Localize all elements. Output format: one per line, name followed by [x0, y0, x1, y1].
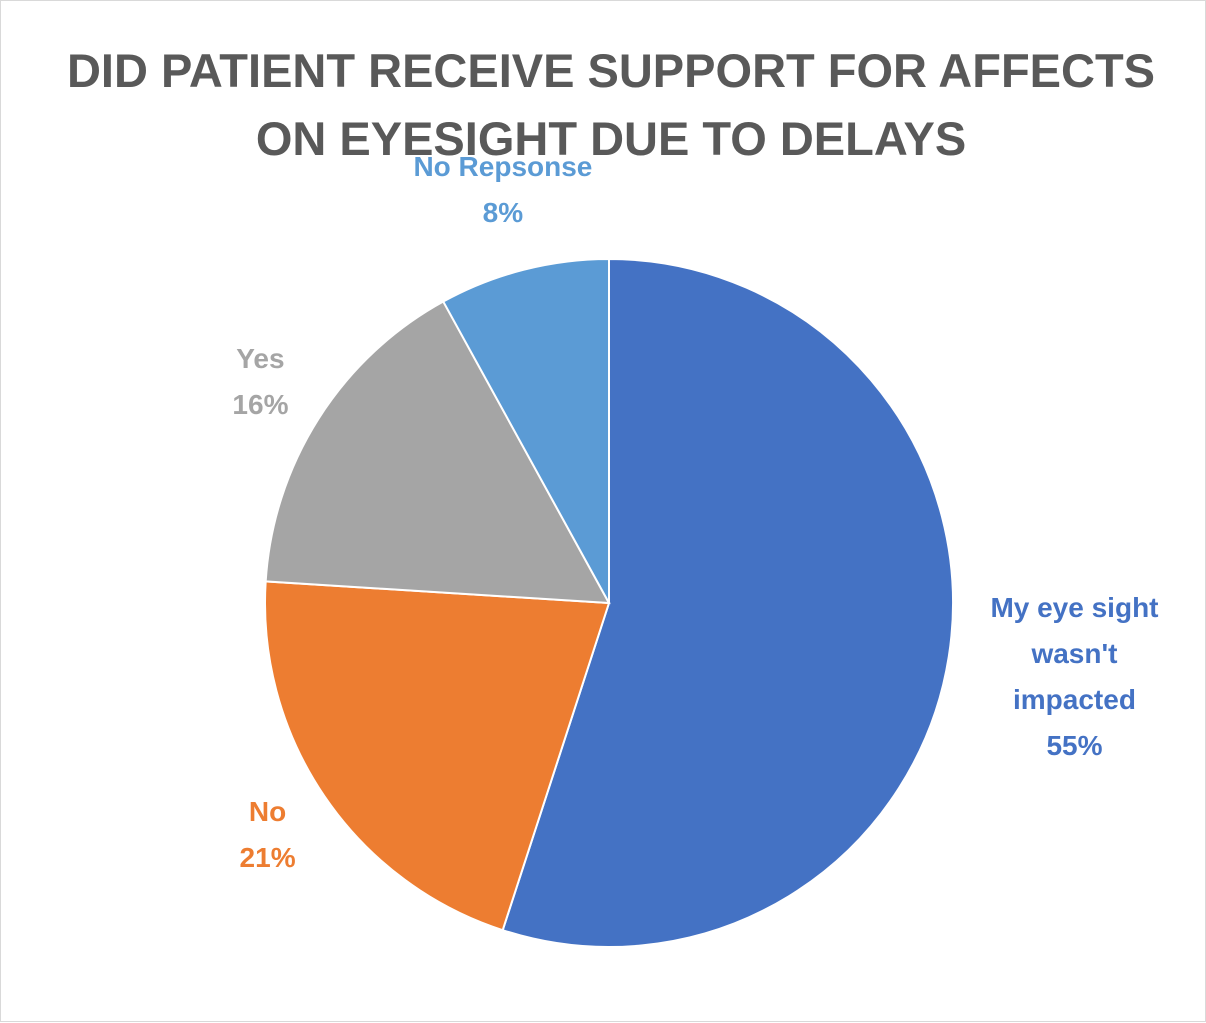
value-label: 21%	[239, 842, 296, 874]
pie-slice	[264, 580, 611, 932]
pie-slice	[264, 300, 611, 605]
slice-label: No Repsonse 8%	[413, 144, 592, 236]
value-label: 8%	[482, 196, 524, 228]
value-label: 55%	[1046, 729, 1103, 761]
chart-title: DID PATIENT RECEIVE SUPPORT FOR AFFECTS …	[66, 44, 1156, 165]
pie-slice	[501, 257, 955, 948]
category-label: My eye sight wasn't impacted	[990, 591, 1159, 715]
pie-slice	[441, 257, 610, 604]
slice-label: No 21%	[240, 789, 296, 881]
category-label: No	[248, 796, 287, 828]
value-label: 16%	[232, 388, 289, 420]
slice-label: Yes 16%	[232, 336, 288, 428]
category-label: Yes	[236, 342, 285, 374]
category-label: No Repsonse	[413, 150, 593, 182]
slice-label: My eye sight wasn't impacted 55%	[967, 585, 1182, 769]
